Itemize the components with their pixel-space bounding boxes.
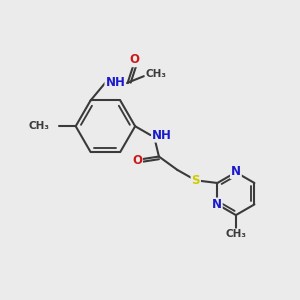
Text: NH: NH bbox=[105, 76, 125, 88]
Text: NH: NH bbox=[152, 129, 172, 142]
Text: CH₃: CH₃ bbox=[146, 69, 167, 79]
Text: CH₃: CH₃ bbox=[29, 121, 50, 131]
Text: N: N bbox=[212, 199, 222, 212]
Text: O: O bbox=[130, 53, 140, 66]
Text: S: S bbox=[191, 174, 200, 187]
Text: O: O bbox=[132, 154, 142, 166]
Text: N: N bbox=[231, 165, 241, 178]
Text: CH₃: CH₃ bbox=[225, 230, 246, 239]
